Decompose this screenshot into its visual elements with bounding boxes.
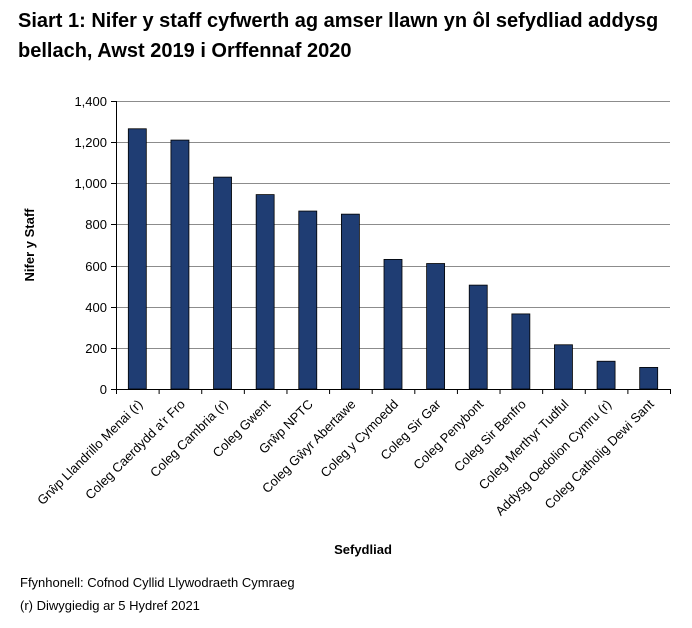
bar bbox=[383, 258, 403, 390]
y-tick-label: 600 bbox=[85, 259, 107, 274]
y-tick-label: 400 bbox=[85, 300, 107, 315]
bar bbox=[468, 284, 488, 390]
x-tick-label: Coleg Cambria (r) bbox=[147, 397, 231, 481]
bar bbox=[554, 344, 573, 390]
revision-note: (r) Diwygiedig ar 5 Hydref 2021 bbox=[20, 598, 200, 613]
y-tick-label: 200 bbox=[85, 341, 107, 356]
axes bbox=[111, 101, 671, 394]
bar bbox=[639, 366, 659, 390]
chart-title: Siart 1: Nifer y staff cyfwerth ag amser… bbox=[18, 10, 659, 62]
y-tick-label: 0 bbox=[100, 382, 107, 397]
y-tick-label: 1,000 bbox=[74, 176, 107, 191]
bar bbox=[298, 210, 318, 390]
bar bbox=[255, 194, 275, 390]
y-tick-label: 1,200 bbox=[74, 135, 107, 150]
bar bbox=[213, 176, 232, 390]
bar bbox=[596, 360, 616, 390]
x-tick-label: Coleg y Cymoedd bbox=[317, 397, 401, 481]
bar bbox=[511, 313, 531, 390]
source-note: Ffynhonell: Cofnod Cyllid Llywodraeth Cy… bbox=[20, 575, 295, 590]
x-axis-title: Sefydliad bbox=[334, 542, 392, 557]
y-axis-title: Nifer y Staff bbox=[22, 208, 37, 282]
x-tick-label: Coleg Sir Benfro bbox=[451, 397, 529, 475]
bar bbox=[170, 139, 190, 390]
y-tick-label: 800 bbox=[85, 217, 107, 232]
gridlines bbox=[116, 101, 670, 349]
y-tick-label: 1,400 bbox=[74, 94, 107, 109]
bar bbox=[426, 263, 446, 390]
bar bbox=[127, 128, 147, 390]
bars bbox=[127, 128, 659, 390]
bar bbox=[340, 213, 360, 390]
